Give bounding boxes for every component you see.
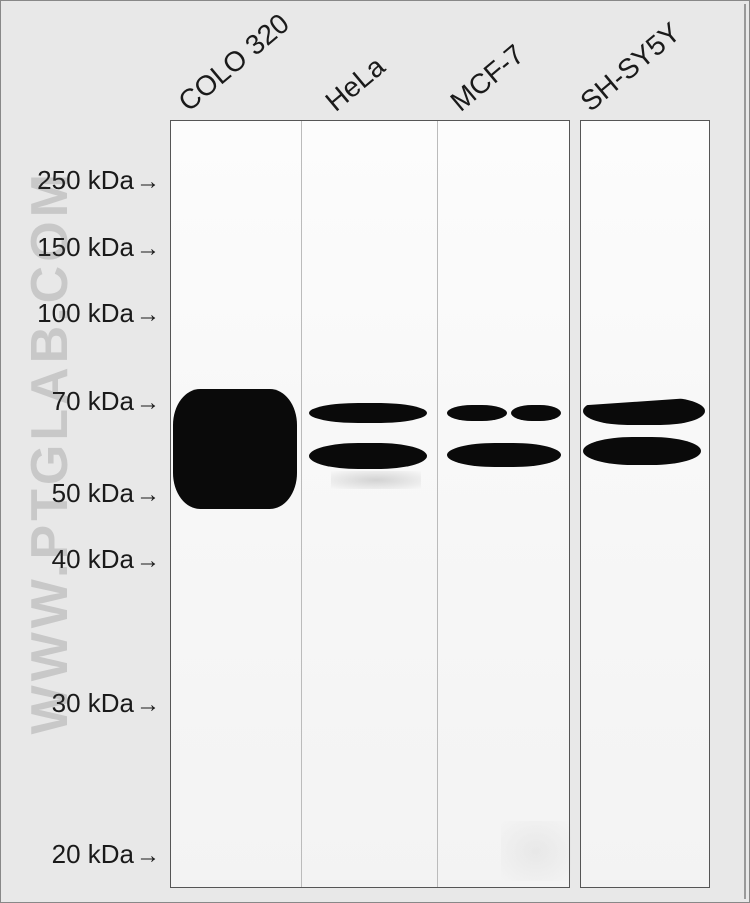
band-mcf7-upper-left xyxy=(447,405,507,421)
blot-panel-right xyxy=(580,120,710,888)
western-blot-container: 250 kDa→ 150 kDa→ 100 kDa→ 70 kDa→ 50 kD… xyxy=(0,0,750,903)
band-mcf7-lower xyxy=(447,443,561,467)
lane-label-shsy5y: SH-SY5Y xyxy=(574,16,686,118)
band-shsy5y-upper xyxy=(583,397,705,425)
marker-50: 50 kDa→ xyxy=(52,478,160,509)
marker-40: 40 kDa→ xyxy=(52,544,160,575)
band-shsy5y-lower xyxy=(583,437,701,465)
band-colo320 xyxy=(173,389,297,509)
band-hela-lower xyxy=(309,443,427,469)
smudge-bottom xyxy=(501,821,571,881)
band-hela-upper xyxy=(309,403,427,423)
marker-150: 150 kDa→ xyxy=(37,232,160,263)
lane-label-colo320: COLO 320 xyxy=(172,7,295,118)
smudge-hela xyxy=(331,471,421,489)
lane-seam xyxy=(301,121,302,887)
lane-label-hela: HeLa xyxy=(319,50,391,118)
lane-label-mcf7: MCF-7 xyxy=(444,38,530,118)
marker-20: 20 kDa→ xyxy=(52,839,160,870)
marker-70: 70 kDa→ xyxy=(52,386,160,417)
marker-column: 250 kDa→ 150 kDa→ 100 kDa→ 70 kDa→ 50 kD… xyxy=(0,0,170,903)
band-mcf7-upper-right xyxy=(511,405,561,421)
marker-30: 30 kDa→ xyxy=(52,688,160,719)
blot-panel-main xyxy=(170,120,570,888)
lane-seam xyxy=(437,121,438,887)
marker-100: 100 kDa→ xyxy=(37,298,160,329)
marker-250: 250 kDa→ xyxy=(37,165,160,196)
